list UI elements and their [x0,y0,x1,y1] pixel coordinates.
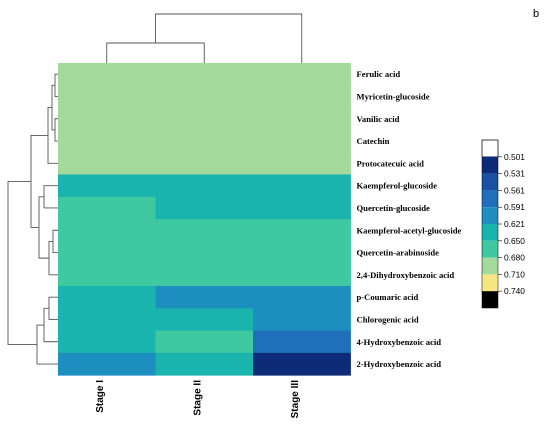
row-label: Catechin [357,136,390,146]
heatmap-cell [58,330,156,354]
color-scale-swatch [482,224,498,241]
heatmap-cell [58,85,156,108]
heatmap-cell [253,196,351,220]
row-label: Ferulic acid [357,69,401,79]
heatmap-cell [155,308,254,331]
row-label: Quercetin-glucoside [357,203,431,213]
color-scale-tick-label: 0.531 [504,169,525,179]
color-scale-swatch [482,274,498,292]
color-scale-tick-label: 0.501 [504,152,525,162]
heatmap-cell [58,263,156,287]
heatmap-cell [155,286,254,309]
heatmap-cell [253,308,351,331]
color-scale-swatch [482,173,498,191]
row-dendrogram-branch [48,296,58,320]
heatmap-cell [253,352,351,376]
row-label: Vanilic acid [357,114,400,124]
row-dendrogram-branch [52,229,58,253]
heatmap-cell [58,352,156,376]
heatmap-cell [253,241,351,265]
heatmap-cell [155,174,254,198]
row-dendrogram-branch [54,73,58,97]
heatmap-cell [58,308,156,331]
heatmap-cell [155,352,254,376]
heatmap-cell [155,330,254,354]
color-scale-tick-label: 0.710 [504,269,525,279]
color-scale-swatch [482,257,498,275]
heatmap-cells [58,63,351,376]
row-dendrogram-branch [43,185,58,209]
color-scale-swatch [482,291,498,308]
column-dendrogram-branch [106,42,205,63]
color-scale-tick-label: 0.650 [504,236,525,246]
heatmap-cell [155,107,254,131]
row-dendrogram [7,73,58,365]
row-dendrogram-branch [47,107,58,164]
heatmap-cell [155,63,254,86]
row-dendrogram-branch [48,240,58,276]
row-label: Myricetin-glucoside [357,91,430,101]
heatmap-cell [155,263,254,287]
heatmap-cell [58,63,156,86]
heatmap-cell [253,286,351,309]
color-scale-tick-label: 0.591 [504,202,525,212]
color-scale: 0.501 0.531 0.561 0.591 0.621 0.650 0.680 0.710… [481,139,525,309]
column-label: Stage I [95,380,106,413]
color-scale-tick-label: 0.621 [504,219,525,229]
row-label: Kaempferol-acetyl-glucoside [357,225,462,235]
row-label: Chlorogenic acid [357,314,419,324]
color-scale-swatch [482,240,498,258]
heatmap-cell [253,152,351,175]
row-label: 2,4-Dihydroxybenzoic acid [357,270,455,280]
row-dendrogram-branch [7,181,37,345]
row-label: 2-Hydroxybenzoic acid [357,359,442,369]
heatmap-cell [58,129,156,153]
heatmap-cell [155,129,254,153]
column-dendrogram-branch [155,13,303,63]
heatmap-cell [58,286,156,309]
column-label: Stage III [290,380,301,419]
heatmap-cell [253,330,351,354]
color-scale-swatch [482,190,498,208]
column-labels: Stage I Stage II Stage III [95,380,301,419]
heatmap-cell [155,196,254,220]
heatmap-cell [253,219,351,242]
color-scale-swatch [481,139,499,158]
heatmap-cell [155,241,254,265]
heatmap-cell [58,152,156,175]
heatmap-cell [253,263,351,287]
row-dendrogram-branch [30,135,48,228]
row-dendrogram-branch [36,324,58,365]
color-scale-tick-label: 0.680 [504,253,525,263]
heatmap-cell [58,241,156,265]
row-dendrogram-branch [43,307,58,343]
color-scale-swatch [482,156,498,174]
heatmap-cell [58,107,156,131]
heatmap-cell [253,63,351,86]
heatmap-cell [58,219,156,242]
row-label: 4-Hydroxybenzoic acid [357,337,442,347]
row-label: Kaempferol-glucoside [357,181,438,191]
row-labels: Ferulic acid Myricetin-glucoside Vanilic a… [357,69,462,369]
heatmap-cell [58,196,156,220]
row-label: Protocatecuic acid [357,158,425,168]
color-scale-tick-label: 0.740 [504,286,525,296]
column-dendrogram [106,13,303,63]
heatmap-cell [253,107,351,131]
panel-label: b [533,8,539,20]
row-label: Quercetin-arabinoside [357,248,440,258]
heatmap-cell [253,174,351,198]
heatmap-cell [155,152,254,175]
color-scale-swatch [482,207,498,224]
heatmap-cell [58,174,156,198]
heatmap-cell [155,219,254,242]
heatmap-cell [155,85,254,108]
color-scale-tick-label: 0.561 [504,185,525,195]
heatmap-cell [253,85,351,108]
column-label: Stage II [192,380,203,416]
heatmap-cell [253,129,351,153]
row-dendrogram-branch [54,118,58,142]
row-label: p-Coumaric acid [357,292,419,302]
